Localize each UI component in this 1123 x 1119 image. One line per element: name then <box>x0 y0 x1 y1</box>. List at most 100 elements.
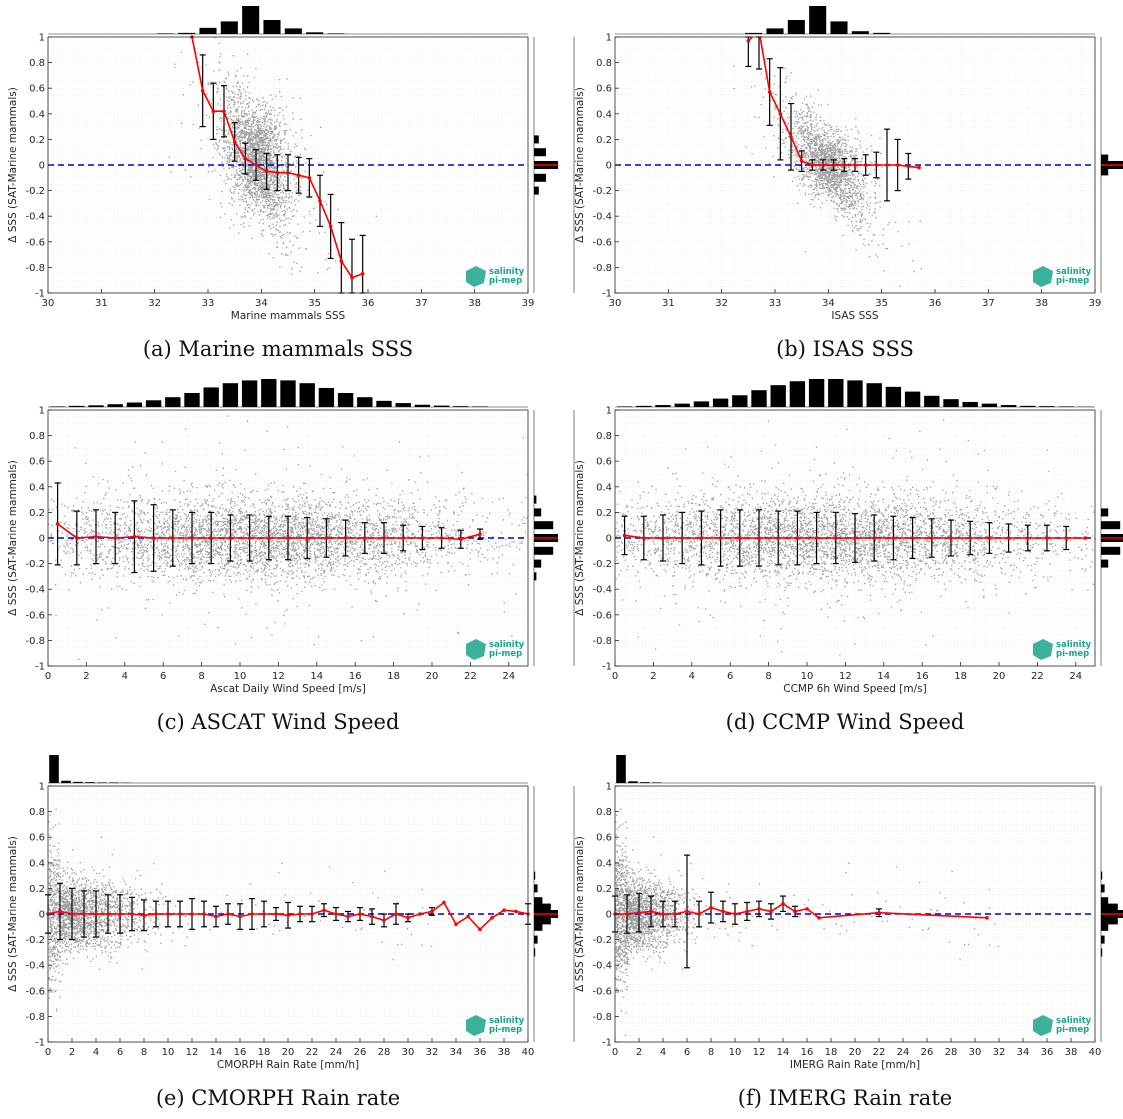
mean-point <box>757 536 761 540</box>
x-tick-label: 14 <box>777 1047 790 1058</box>
x-tick-label: 0 <box>612 671 618 682</box>
mean-point <box>805 907 809 911</box>
mean-point <box>394 912 398 916</box>
x-tick-label: 34 <box>255 298 268 309</box>
top-hist-bar <box>338 393 353 407</box>
mean-point <box>800 159 804 163</box>
x-tick-label: 40 <box>1089 1047 1102 1058</box>
y-tick-label: 1 <box>606 782 612 793</box>
x-tick-label: 18 <box>954 671 967 682</box>
y-tick-label: 0 <box>606 910 612 921</box>
top-hist-bar <box>285 28 302 34</box>
mean-point <box>642 536 646 540</box>
x-tick-label: 8 <box>708 1047 714 1058</box>
y-tick-label: -0.2 <box>592 935 612 946</box>
right-hist-bar <box>534 884 538 892</box>
y-tick-label: -0.8 <box>592 1012 612 1023</box>
mean-point <box>892 536 896 540</box>
y-tick-label: -0.6 <box>592 986 612 997</box>
x-tick-label: 18 <box>258 1047 271 1058</box>
mean-point <box>430 910 434 914</box>
mean-point <box>680 536 684 540</box>
y-tick-label: 1 <box>606 33 612 44</box>
mean-point <box>130 912 134 916</box>
x-tick-label: 38 <box>1065 1047 1078 1058</box>
mean-point <box>212 109 216 113</box>
mean-point <box>286 913 290 917</box>
y-tick-label: -0.4 <box>25 961 45 972</box>
caption-e: (e) CMORPH Rain rate <box>156 1086 400 1110</box>
top-hist-bar <box>886 387 901 407</box>
top-hist-bar <box>204 387 219 407</box>
logo-text-pimep: pi-mep <box>489 649 522 659</box>
mean-point <box>885 163 889 167</box>
mean-point <box>238 915 242 919</box>
x-tick-label: 36 <box>929 298 942 309</box>
caption-c: (c) ASCAT Wind Speed <box>157 710 400 734</box>
mean-point <box>661 536 665 540</box>
x-tick-label: 2 <box>636 1047 642 1058</box>
y-tick-label: 0 <box>39 161 45 172</box>
x-tick-label: 32 <box>715 298 728 309</box>
mean-point <box>896 163 900 167</box>
y-axis-label: Δ SSS (SAT-Marine mammals) <box>574 87 586 243</box>
mean-point <box>214 915 218 919</box>
mean-point <box>340 259 344 263</box>
mean-point <box>757 907 761 911</box>
top-hist-bar <box>165 397 180 407</box>
x-axis-label: Ascat Daily Wind Speed [m/s] <box>210 683 366 695</box>
y-tick-label: 0.8 <box>596 431 612 442</box>
top-hist-bar <box>327 33 344 34</box>
y-tick-label: -0.8 <box>25 636 45 647</box>
x-tick-label: 12 <box>753 1047 766 1058</box>
mean-point <box>721 910 725 914</box>
x-tick-label: 4 <box>660 1047 666 1058</box>
y-axis-label: Δ SSS (SAT-Marine mammals) <box>574 460 586 616</box>
x-tick-label: 4 <box>122 671 128 682</box>
mean-point <box>178 912 182 916</box>
x-tick-label: 8 <box>198 671 204 682</box>
mean-point <box>853 163 857 167</box>
mean-point <box>222 109 226 113</box>
right-hist-bar <box>534 923 542 931</box>
top-hist-bar <box>221 21 238 34</box>
mean-point <box>202 912 206 916</box>
top-hist-bar <box>652 782 662 783</box>
mean-point <box>1064 536 1068 540</box>
mean-point <box>930 536 934 540</box>
x-tick-label: 32 <box>426 1047 439 1058</box>
top-hist-bar <box>809 379 824 407</box>
y-tick-label: -0.4 <box>592 961 612 972</box>
right-hist-bar <box>534 496 536 504</box>
mean-point <box>440 536 444 540</box>
right-hist-bar <box>534 948 535 956</box>
top-hist-bar <box>788 20 805 34</box>
y-tick-label: 0.8 <box>596 807 612 818</box>
mean-point <box>490 916 494 920</box>
mean-point <box>821 163 825 167</box>
top-hist-bar <box>640 782 650 783</box>
mean-point <box>190 536 194 540</box>
right-hist-bar <box>534 521 553 529</box>
y-tick-label: 0.4 <box>596 109 612 120</box>
x-tick-label: 26 <box>921 1047 934 1058</box>
mean-point <box>310 912 314 916</box>
top-hist-bar <box>157 33 174 34</box>
top-hist-bar <box>300 383 315 407</box>
x-tick-label: 22 <box>1031 671 1044 682</box>
y-tick-label: -0.4 <box>25 585 45 596</box>
x-tick-label: 40 <box>522 1047 535 1058</box>
x-tick-label: 4 <box>689 671 695 682</box>
mean-point <box>832 163 836 167</box>
right-hist-bar <box>534 135 539 143</box>
mean-point <box>1007 536 1011 540</box>
caption-f: (f) IMERG Rain rate <box>738 1086 952 1110</box>
logo-text-pimep: pi-mep <box>1056 649 1089 659</box>
y-axis-label: Δ SSS (SAT-Marine mammals) <box>7 460 19 616</box>
top-hist-bar <box>306 32 323 34</box>
